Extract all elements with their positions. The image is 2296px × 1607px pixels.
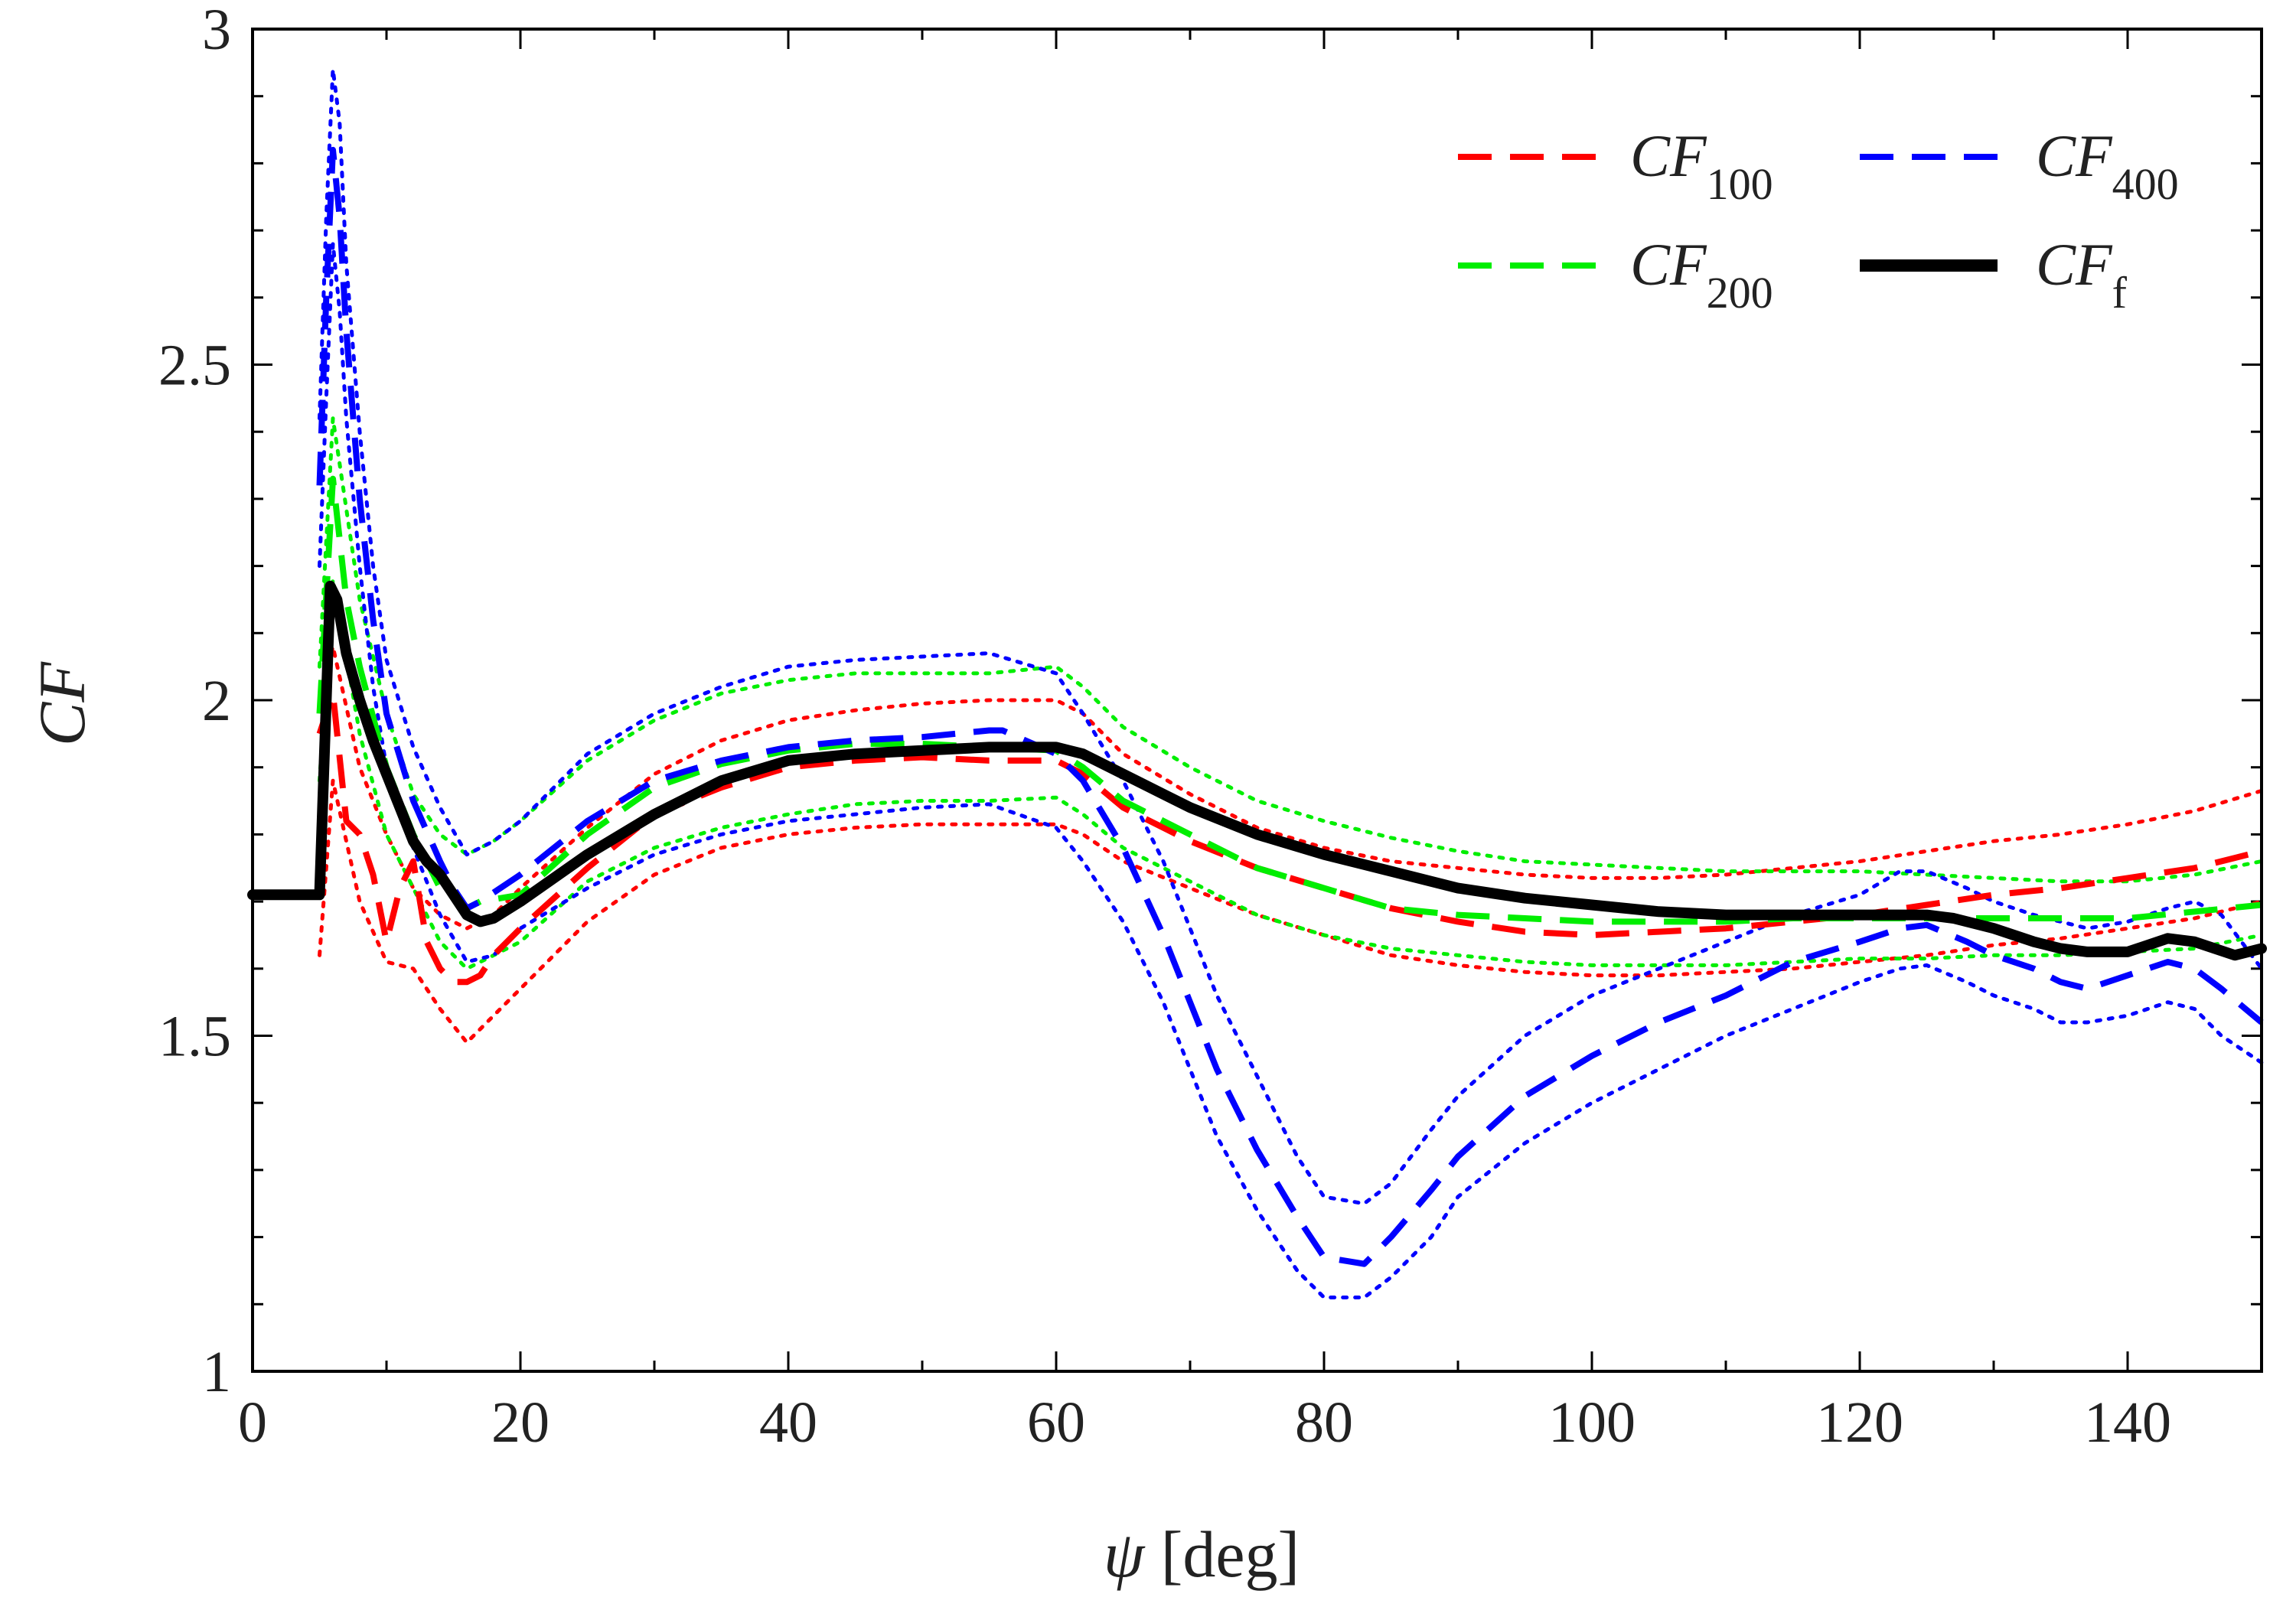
y-tick-labels: 1 1.5 2 2.5 3 <box>158 0 231 1404</box>
series-cf100-lower <box>318 778 2264 1045</box>
series-cf400-upper <box>318 67 2264 1206</box>
series-cf400 <box>316 146 2264 1267</box>
y-tick-label: 2 <box>202 669 231 733</box>
x-tick-label: 120 <box>1816 1390 1903 1455</box>
x-tick-label: 100 <box>1548 1390 1636 1455</box>
legend-label-cff-main: CF <box>2036 231 2113 298</box>
series-cf200 <box>316 475 2262 925</box>
x-tick-label: 60 <box>1027 1390 1085 1455</box>
series-cf200-upper <box>318 416 2264 884</box>
legend-label-cf400: CF400 <box>2036 122 2179 209</box>
legend-label-cf400-sub: 400 <box>2112 159 2179 209</box>
series-cf100-upper <box>318 644 2264 931</box>
legend-label-cf400-main: CF <box>2036 122 2113 189</box>
legend-label-cf200: CF200 <box>1630 231 1773 318</box>
x-axis-unit: [deg] <box>1161 1517 1300 1591</box>
y-axis-title: CF <box>25 661 99 746</box>
x-tick-label: 40 <box>759 1390 817 1455</box>
x-axis-symbol: ψ <box>1104 1517 1146 1591</box>
x-tick-label: 20 <box>491 1390 550 1455</box>
series-cf400-lower <box>318 242 2264 1299</box>
legend-label-cf200-main: CF <box>1630 231 1707 298</box>
x-tick-label: 140 <box>2084 1390 2171 1455</box>
axis-ticks <box>251 28 2263 1373</box>
legend-label-cff-sub: f <box>2112 268 2128 318</box>
x-tick-label: 0 <box>238 1390 267 1455</box>
x-axis-title: ψ [deg] <box>1104 1517 1300 1591</box>
legend: CF100 CF200 CF400 CFf <box>1458 122 2179 318</box>
legend-label-cf100-main: CF <box>1630 122 1707 189</box>
plot-series <box>247 67 2267 1299</box>
legend-label-cff: CFf <box>2036 231 2128 318</box>
legend-label-cf100-sub: 100 <box>1707 159 1773 209</box>
series-cf100 <box>316 690 2262 986</box>
y-tick-label: 2.5 <box>158 334 231 398</box>
series-cff <box>247 580 2267 961</box>
legend-label-cf100: CF100 <box>1630 122 1773 209</box>
plot-frame <box>251 28 2263 1373</box>
legend-label-cf200-sub: 200 <box>1707 268 1773 318</box>
x-tick-label: 80 <box>1295 1390 1353 1455</box>
y-tick-label: 1 <box>202 1340 231 1404</box>
x-tick-labels: 0 20 40 60 80 100 120 140 <box>238 1390 2171 1455</box>
y-tick-label: 3 <box>202 0 231 62</box>
y-tick-label: 1.5 <box>158 1005 231 1069</box>
series-cf200-lower <box>318 577 2264 971</box>
